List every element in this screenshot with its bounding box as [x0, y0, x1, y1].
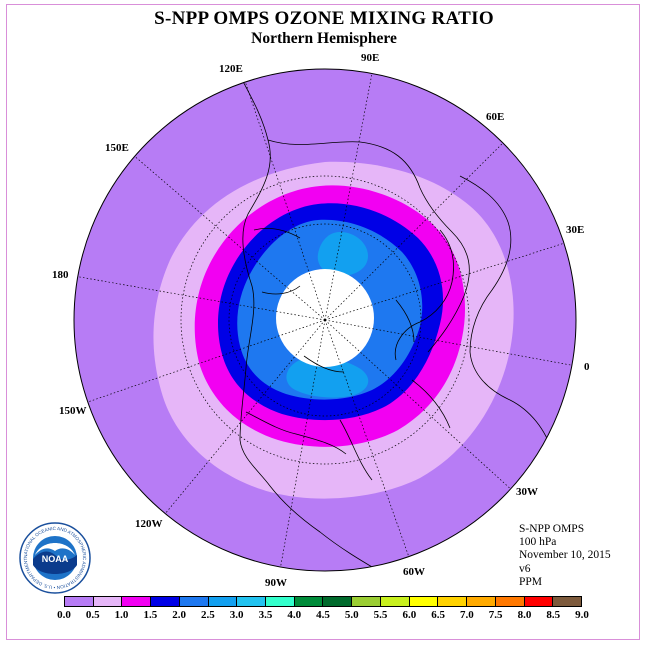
colorbar-tick-label: 5.5 — [373, 609, 388, 621]
colorbar-tick-label: 6.5 — [431, 609, 445, 621]
noaa-logo: NATIONAL OCEANIC AND ATMOSPHERIC ADMINIS… — [16, 517, 92, 595]
map-boundary — [73, 68, 577, 572]
colorbar-tick-label: 2.0 — [172, 609, 186, 621]
logo-text: NOAA — [42, 554, 69, 564]
colorbar-tick-label: 1.0 — [114, 609, 129, 621]
colorbar-tick-label: 0.5 — [85, 609, 100, 621]
info-version: v6 — [519, 562, 531, 575]
lon-label-180: 180 — [52, 269, 69, 281]
colorbar-segment-16 — [524, 597, 554, 606]
colorbar-segment-2 — [122, 597, 152, 606]
colorbar-segment-11 — [380, 597, 410, 606]
continent-outlines — [237, 71, 553, 571]
colorbar-segment-5 — [208, 597, 238, 606]
colorbar — [64, 596, 582, 607]
colorbar-tick-label: 9.0 — [575, 609, 589, 621]
info-level: 100 hPa — [519, 536, 557, 549]
colorbar-tick-label: 8.5 — [546, 609, 561, 621]
lon-label-30e: 30E — [566, 224, 584, 236]
band-sky-blue-2 — [286, 357, 369, 398]
page-title: S-NPP OMPS OZONE MIXING RATIO — [154, 8, 494, 29]
colorbar-segment-3 — [151, 597, 180, 606]
info-date: November 10, 2015 — [519, 549, 611, 562]
info-instrument: S-NPP OMPS — [519, 523, 585, 535]
graticule — [74, 69, 576, 571]
colorbar-tick-label: 3.0 — [229, 609, 244, 621]
page-subtitle: Northern Hemisphere — [251, 30, 397, 47]
colorbar-tick-label: 2.5 — [201, 609, 215, 621]
colorbar-segment-17 — [553, 597, 581, 606]
info-units: PPM — [519, 575, 543, 588]
colorbar-segment-7 — [266, 597, 295, 606]
lon-label-90e: 90E — [361, 52, 379, 64]
colorbar-tick-label: 8.0 — [517, 609, 532, 621]
colorbar-ticks: 0.0 0.5 1.0 1.5 2.0 2.5 3.0 3.5 4.0 4.5 5.0 5.5 6.0 6… — [0, 609, 648, 623]
colorbar-tick-label: 4.0 — [287, 609, 302, 621]
colorbar-segment-12 — [409, 597, 439, 606]
colorbar-tick-label: 4.5 — [316, 609, 330, 621]
colorbar-segment-10 — [352, 597, 381, 606]
colorbar-tick-label: 3.5 — [258, 609, 273, 621]
lon-label-120e: 120E — [219, 63, 243, 75]
colorbar-tick-label: 1.5 — [143, 609, 158, 621]
colorbar-tick-label: 0.0 — [57, 609, 71, 621]
lon-label-150w: 150W — [59, 405, 87, 417]
colorbar-tick-label: 7.0 — [460, 609, 474, 621]
colorbar-segment-4 — [179, 597, 209, 606]
lon-label-90w: 90W — [265, 577, 287, 589]
colorbar-segment-15 — [495, 597, 525, 606]
colorbar-segment-0 — [65, 597, 94, 606]
info-block: S-NPP OMPS 100 hPa November 10, 2015 v6 … — [519, 523, 611, 589]
colorbar-tick-label: 7.5 — [488, 609, 503, 621]
lon-label-60e: 60E — [486, 111, 504, 123]
lon-label-150e: 150E — [105, 142, 129, 154]
colorbar-tick-label: 6.0 — [402, 609, 417, 621]
polar-gap — [276, 269, 374, 367]
colorbar-segment-13 — [438, 597, 468, 606]
colorbar-segment-8 — [294, 597, 324, 606]
plot-frame — [6, 4, 640, 640]
colorbar-segment-6 — [237, 597, 267, 606]
band-sky-blue — [317, 232, 368, 276]
lon-label-120w: 120W — [135, 518, 163, 530]
lon-label-0: 0 — [584, 361, 590, 373]
lon-label-60w: 60W — [403, 566, 425, 578]
colorbar-segment-14 — [467, 597, 496, 606]
colorbar-segment-9 — [323, 597, 353, 606]
colorbar-tick-label: 5.0 — [344, 609, 359, 621]
colorbar-segment-1 — [93, 597, 123, 606]
lon-label-30w: 30W — [516, 486, 538, 498]
noaa-logo-icon: NATIONAL OCEANIC AND ATMOSPHERIC ADMINIS… — [16, 517, 91, 594]
